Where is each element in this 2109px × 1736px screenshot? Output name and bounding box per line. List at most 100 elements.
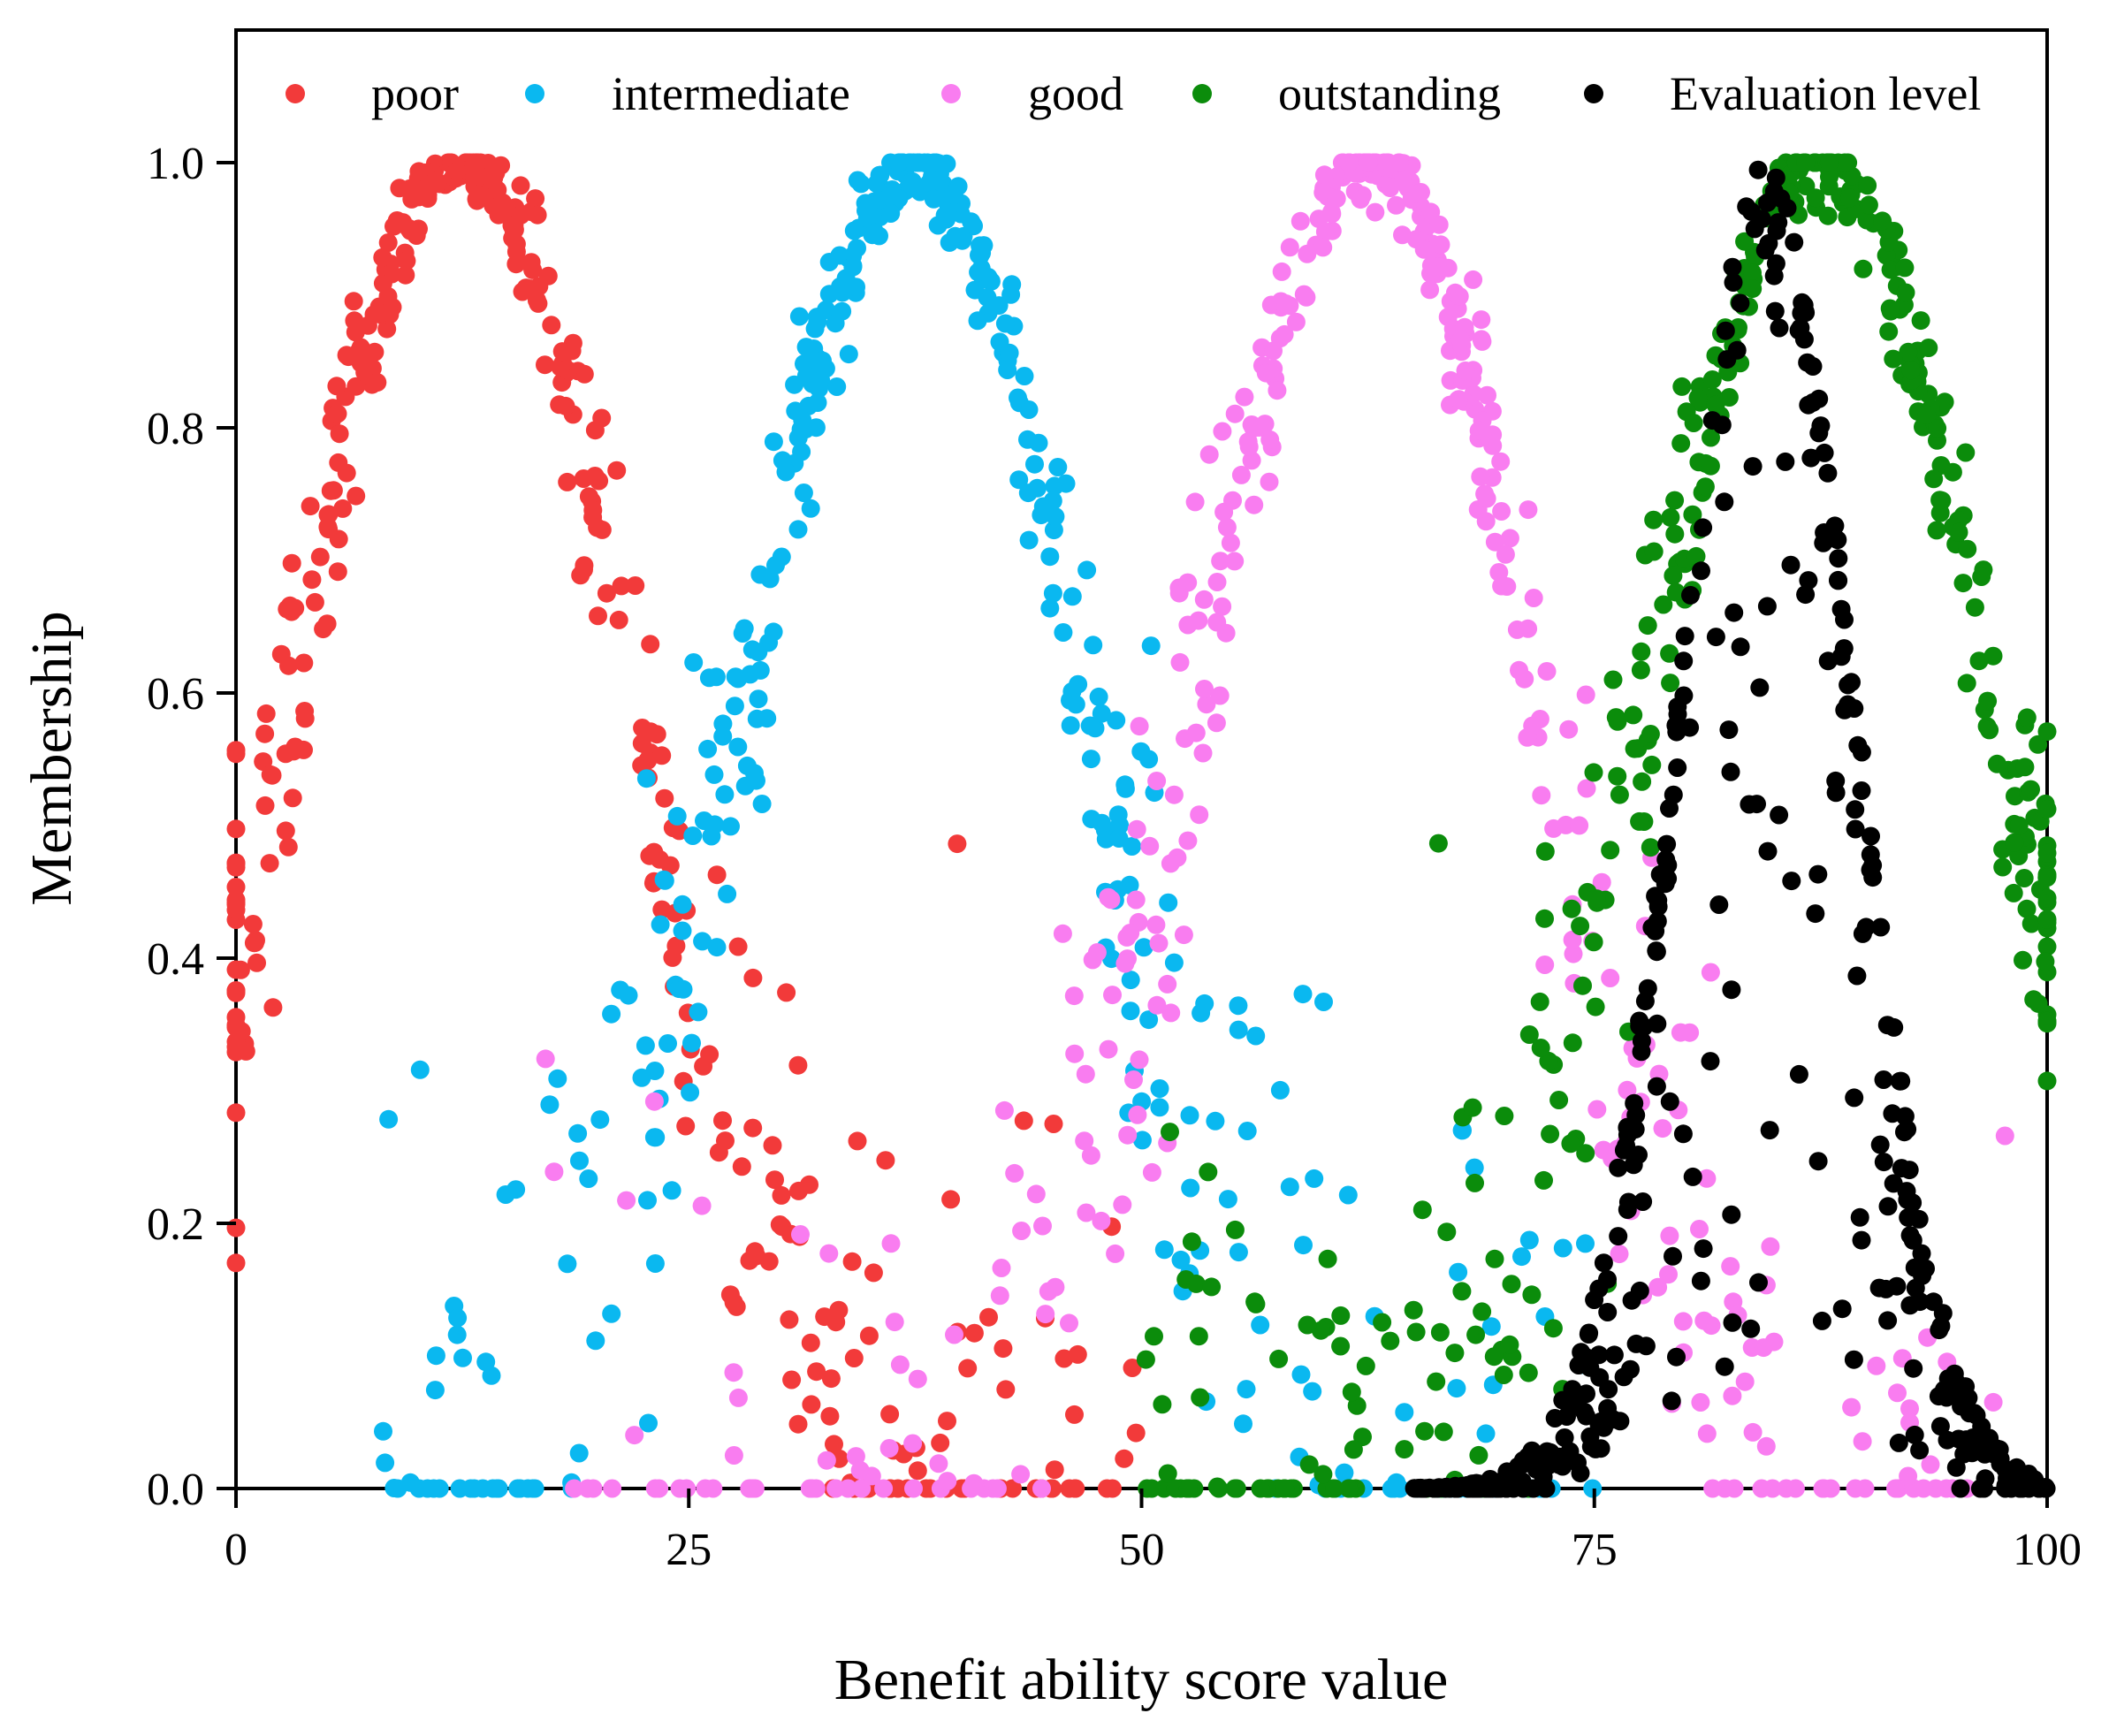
data-point — [1856, 917, 1876, 937]
data-point — [1584, 933, 1603, 952]
data-point — [333, 499, 353, 518]
data-point — [1755, 240, 1775, 260]
data-point — [1009, 470, 1029, 490]
data-point — [1808, 1152, 1828, 1171]
data-point — [1653, 1119, 1672, 1138]
data-point — [1181, 1178, 1200, 1198]
data-point — [890, 1355, 910, 1374]
data-point — [1668, 704, 1687, 724]
data-point — [1238, 432, 1258, 452]
data-point — [1625, 1093, 1644, 1113]
data-point — [1799, 395, 1818, 415]
data-point — [857, 209, 877, 228]
data-point — [1978, 691, 1998, 711]
data-point — [373, 247, 392, 267]
data-point — [1089, 687, 1108, 706]
data-point — [924, 189, 943, 209]
data-point — [1930, 1321, 1949, 1340]
data-point — [1387, 195, 1405, 215]
data-point — [571, 566, 590, 585]
data-point — [373, 274, 392, 293]
data-point — [802, 1395, 821, 1414]
data-point — [358, 316, 377, 335]
data-point — [1667, 722, 1686, 742]
data-point — [1450, 390, 1468, 409]
data-point — [1871, 917, 1891, 937]
data-point — [1919, 339, 1938, 357]
data-point — [1743, 1422, 1763, 1442]
data-point — [1019, 400, 1039, 419]
data-point — [698, 739, 718, 758]
data-point — [1500, 1335, 1519, 1354]
data-point — [1930, 1417, 1950, 1436]
data-point — [226, 819, 246, 839]
data-point — [1036, 1305, 1055, 1324]
data-point — [1445, 1344, 1465, 1363]
data-point — [948, 834, 967, 854]
data-point — [283, 788, 302, 808]
data-point — [590, 1110, 610, 1130]
data-point — [1570, 816, 1589, 835]
data-point — [1066, 1479, 1085, 1498]
data-point — [646, 1128, 666, 1147]
data-point — [632, 1068, 651, 1087]
data-point — [2037, 722, 2057, 742]
data-point — [1325, 1479, 1344, 1498]
data-point — [1879, 322, 1899, 341]
data-point — [1221, 533, 1240, 552]
data-point — [1092, 704, 1111, 723]
data-point — [987, 1479, 1007, 1498]
data-point — [263, 998, 283, 1017]
data-point — [1087, 943, 1107, 962]
data-point — [1721, 762, 1740, 781]
data-point — [1829, 549, 1848, 568]
data-point — [1832, 1299, 1852, 1319]
data-point — [476, 1352, 496, 1372]
data-point — [1808, 864, 1828, 884]
data-point — [676, 1116, 696, 1136]
data-point — [511, 176, 530, 195]
data-point — [1737, 197, 1756, 217]
data-point — [1633, 772, 1652, 791]
data-point — [1466, 1173, 1484, 1192]
data-point — [1415, 1421, 1435, 1441]
data-point — [1130, 1050, 1149, 1070]
data-point — [1338, 1185, 1358, 1205]
data-point — [1473, 1302, 1492, 1321]
data-point — [226, 1037, 246, 1056]
data-point — [1584, 763, 1603, 782]
data-point — [652, 900, 672, 919]
legend: poor intermediate good outstanding Evaluatio… — [286, 67, 1981, 120]
data-point — [1638, 978, 1657, 998]
data-point — [670, 1479, 689, 1498]
data-point — [1641, 838, 1660, 857]
data-point — [721, 817, 740, 836]
data-point — [1585, 1291, 1604, 1309]
data-point — [1630, 811, 1649, 831]
data-point — [1142, 1162, 1161, 1182]
data-point — [1174, 925, 1193, 945]
data-point — [1121, 971, 1140, 990]
data-point — [1571, 917, 1590, 936]
data-point — [310, 547, 330, 567]
data-point — [1450, 286, 1469, 306]
data-point — [1541, 1124, 1560, 1144]
data-point — [1756, 1436, 1776, 1456]
data-point — [506, 234, 526, 254]
data-point — [1001, 285, 1021, 304]
data-point — [1673, 1124, 1693, 1144]
data-point — [378, 302, 398, 322]
data-point — [1630, 1016, 1649, 1036]
data-point — [1695, 477, 1715, 497]
data-point — [1390, 153, 1409, 172]
data-point — [1447, 1379, 1466, 1398]
data-point — [1839, 675, 1858, 695]
data-point — [1223, 491, 1242, 510]
data-point — [1692, 561, 1710, 581]
data-point — [1641, 725, 1660, 743]
data-point — [900, 174, 919, 193]
data-point — [1587, 1100, 1607, 1119]
data-point — [713, 1111, 732, 1131]
data-point — [1601, 841, 1620, 860]
data-point — [743, 968, 763, 987]
